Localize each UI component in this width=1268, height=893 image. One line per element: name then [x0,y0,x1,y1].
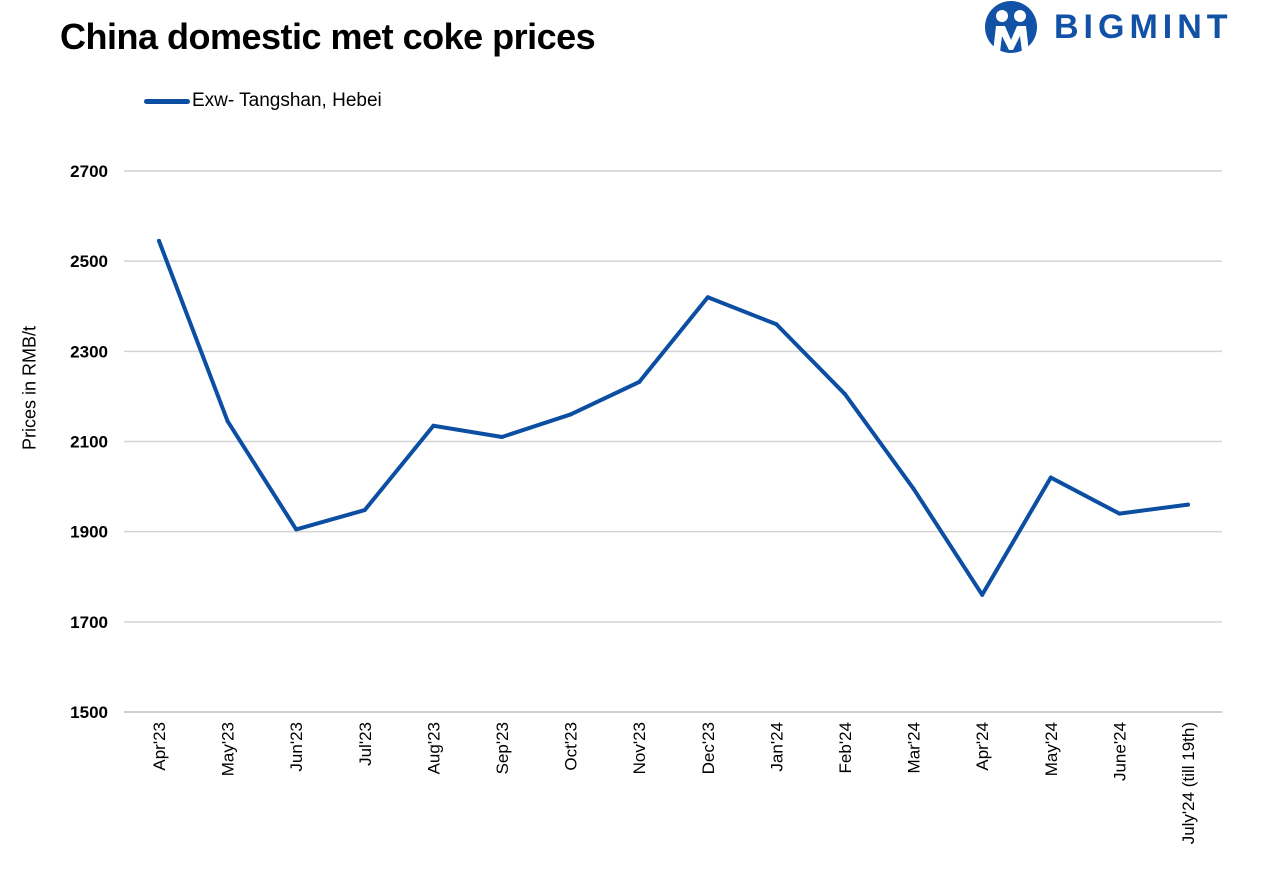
x-tick-label: Dec'23 [699,722,718,774]
data-point [294,527,299,532]
data-point [362,508,367,513]
x-tick-label: Sep'23 [493,722,512,774]
data-point [225,419,230,424]
x-tick-label: May'23 [219,722,238,776]
data-point [568,412,573,417]
legend-swatch [144,98,190,104]
x-tick-label: Jan'24 [767,722,786,772]
data-point [980,592,985,597]
y-tick-label: 1900 [70,523,108,542]
x-tick-label: July'24 (till 19th) [1179,722,1198,844]
x-tick-label: Oct'23 [562,722,581,771]
y-tick-label: 1700 [70,613,108,632]
y-tick-label: 1500 [70,703,108,722]
data-point [705,295,710,300]
x-tick-label: Apr'24 [973,722,992,771]
y-tick-label: 2300 [70,342,108,361]
brand-name: BIGMINT [1054,8,1233,46]
data-point [1186,502,1190,507]
x-tick-label: Apr'23 [150,722,169,771]
x-tick-label: Feb'24 [836,722,855,773]
brand-logo: BIGMINT [982,0,1268,56]
legend: Exw- Tangshan, Hebei [144,90,382,112]
chart-title: China domestic met coke prices [60,16,596,57]
x-tick-label: June'24 [1110,722,1129,781]
data-point [843,392,847,397]
data-point [1117,511,1122,516]
data-point [911,486,916,491]
y-tick-label: 2100 [70,433,108,452]
data-point [637,379,642,384]
x-tick-label: Jul'23 [356,722,375,766]
data-point [500,434,504,439]
series-line [157,238,1190,597]
x-tick-label: Mar'24 [905,722,924,773]
y-tick-label: 2500 [70,252,108,271]
data-point [431,423,436,428]
x-tick-label: Jun'23 [287,722,306,772]
legend-label: Exw- Tangshan, Hebei [192,90,382,111]
y-tick-label: 2700 [70,162,108,181]
data-point [1048,475,1053,480]
data-point [774,322,779,327]
x-tick-label: Nov'23 [630,722,649,774]
data-point [157,238,161,243]
x-tick-label: May'24 [1042,722,1061,776]
bigmint-logo-icon [985,1,1037,53]
x-tick-label: Aug'23 [424,722,443,774]
